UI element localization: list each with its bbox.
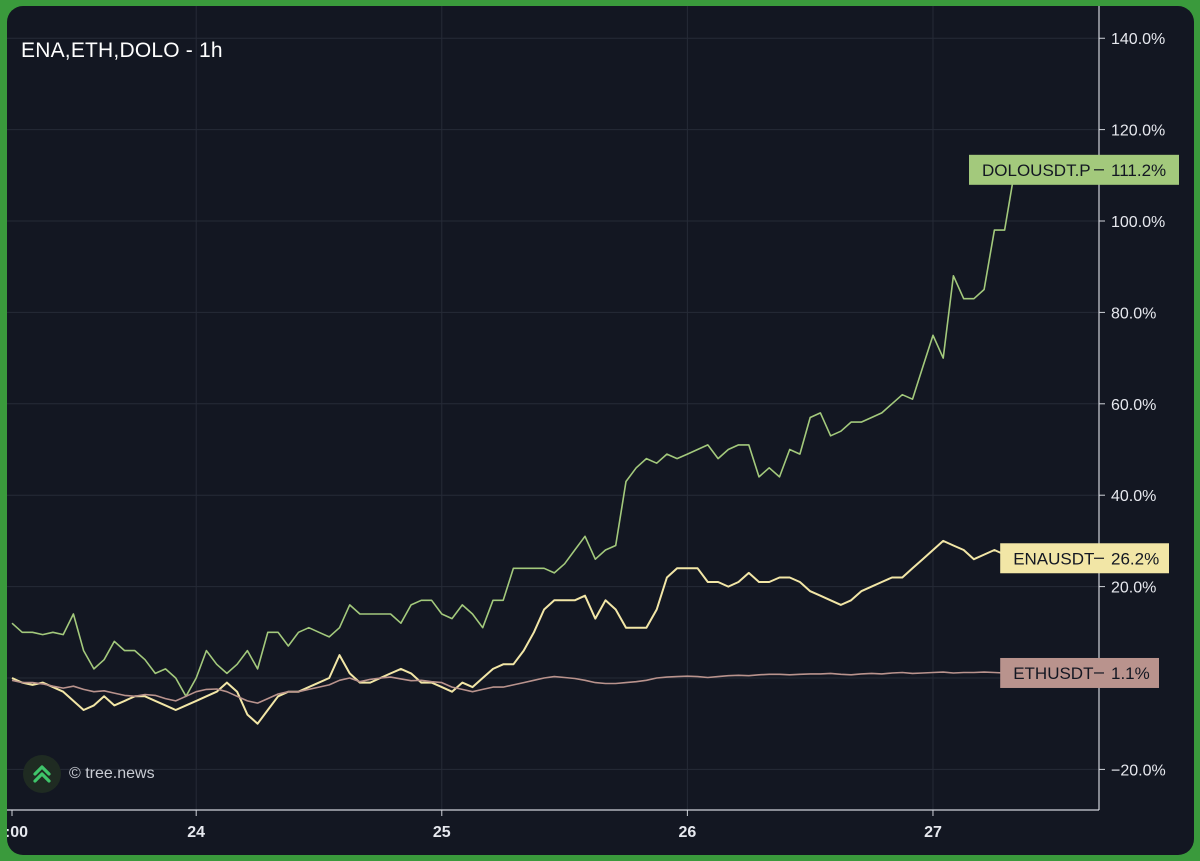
- series-tag-name: DOLOUSDT.P: [982, 161, 1091, 180]
- x-tick-label: 27: [924, 824, 942, 841]
- watermark: © tree.news: [23, 754, 155, 794]
- series-tag-enausdt: [1000, 543, 1169, 574]
- series-tag-value: 1.1%: [1111, 664, 1150, 683]
- watermark-text: © tree.news: [69, 765, 155, 782]
- series-tag-value: 111.2%: [1111, 161, 1166, 180]
- series-tag-name: ETHUSDT: [1013, 664, 1093, 683]
- series-tag-dolousdt-p: [969, 154, 1179, 185]
- y-tick-label: 100.0%: [1111, 214, 1165, 231]
- y-tick-label: 80.0%: [1111, 305, 1156, 322]
- y-tick-label: 140.0%: [1111, 31, 1165, 48]
- series-tag-value: 26.2%: [1111, 549, 1159, 568]
- x-tick-label: 26: [678, 824, 696, 841]
- y-tick-label: 40.0%: [1111, 488, 1156, 505]
- chart-frame: 140.0% 120.0% 100.0% 80.0% 60.0% 40.0% 20.0% −2…: [7, 6, 1194, 855]
- x-tick-label: 6:00: [7, 824, 28, 841]
- series-tag-ethusdt: [1000, 657, 1159, 688]
- y-tick-label: −20.0%: [1111, 762, 1166, 779]
- chart-svg: 140.0% 120.0% 100.0% 80.0% 60.0% 40.0% 20.0% −2…: [7, 6, 1179, 841]
- series-line-ethusdt: [11, 671, 1005, 704]
- chart-title: ENA,ETH,DOLO - 1h: [21, 39, 223, 62]
- y-tick-label: 120.0%: [1111, 123, 1165, 140]
- series-tag-name: ENAUSDT: [1013, 549, 1094, 568]
- series-line-dolousdt-p: [11, 169, 1016, 698]
- x-tick-label: 25: [433, 824, 451, 841]
- x-tick-label: 24: [187, 824, 205, 841]
- double-chevron-up-icon: [23, 755, 61, 793]
- y-tick-label: 60.0%: [1111, 397, 1156, 414]
- y-tick-label: 20.0%: [1111, 580, 1156, 597]
- series-line-enausdt: [11, 539, 1016, 725]
